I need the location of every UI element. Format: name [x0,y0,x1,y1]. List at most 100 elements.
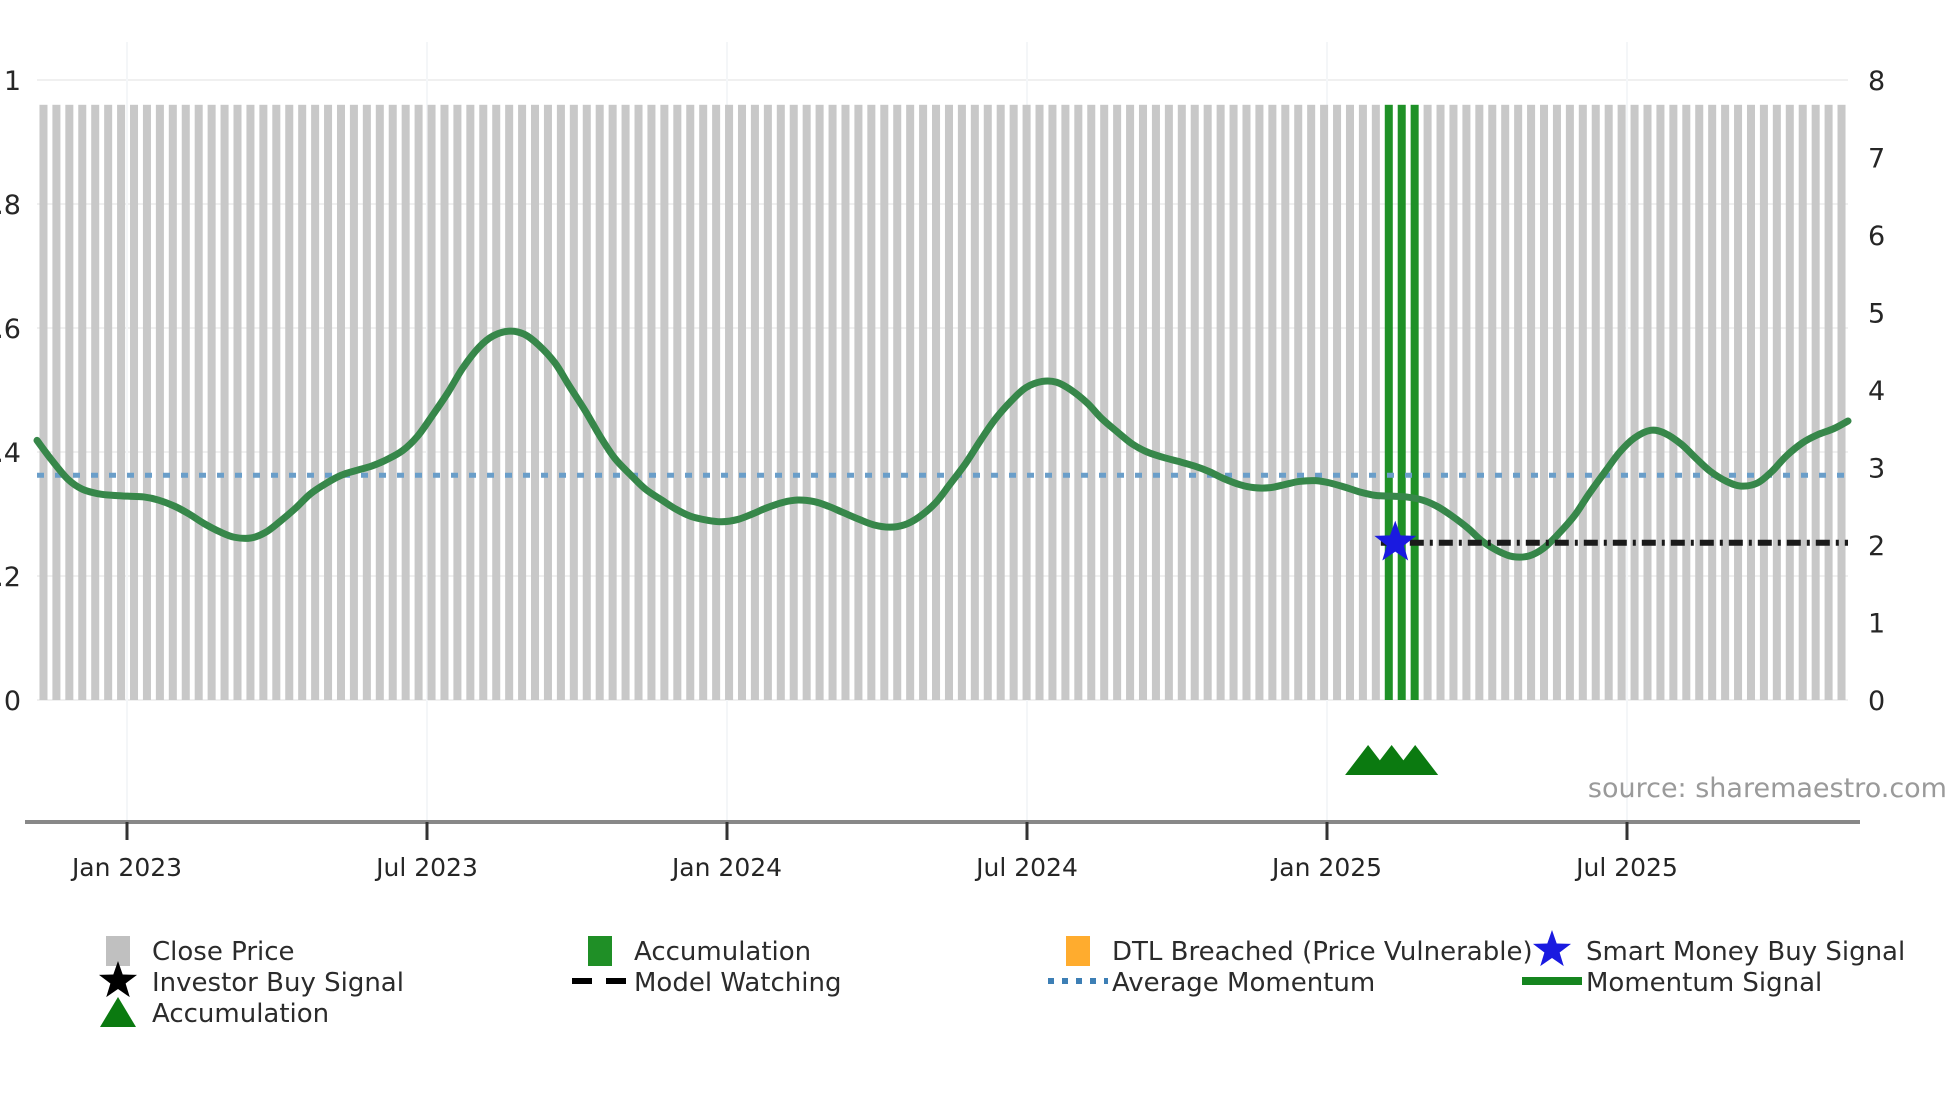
close-price-bar [776,104,785,701]
close-price-bar [1811,104,1820,701]
close-price-bar [1126,104,1135,701]
close-price-bar [906,104,915,701]
close-price-bar [1591,104,1600,701]
x-axis-tick-label: Jan 2025 [1270,853,1382,882]
close-price-bar [181,104,190,701]
close-price-bar [1514,104,1523,701]
close-price-bar [582,104,591,701]
close-price-bar [168,104,177,701]
close-price-bar [1785,104,1794,701]
close-price-bar [52,104,61,701]
close-price-bar [725,104,734,701]
close-price-bar [815,104,824,701]
right-axis-tick-label: 7 [1868,144,1885,175]
close-price-bar [543,104,552,701]
close-price-bar [1759,104,1768,701]
close-price-bar [349,104,358,701]
legend-item-label: Investor Buy Signal [152,968,404,998]
close-price-bar [1164,104,1173,701]
close-price-bar [518,104,527,701]
left-axis-tick-label: 0.2 [0,562,21,593]
close-price-bar [1229,104,1238,701]
smart-money-buy-markers [1374,520,1417,561]
legend-item-label: Smart Money Buy Signal [1586,937,1905,967]
close-price-bar [686,104,695,701]
accumulation-triangle-markers [1345,745,1439,775]
close-price-bar [880,104,889,701]
legend-triangle-icon [100,997,136,1027]
right-axis-tick-label: 5 [1868,299,1885,330]
x-axis-tick-label: Jul 2023 [374,853,478,882]
close-price-bar [492,104,501,701]
close-price-bar [78,104,87,701]
x-axis-ticks: Jan 2023 Jul 2023 Jan 2024 Jul 2024 Jan 2025… [70,822,1678,882]
close-price-bar [737,104,747,701]
close-price-bar [1100,104,1109,701]
close-price-bar [1488,104,1497,701]
left-y-axis-labels: 0 0.2 0.4 0.6 0.8 1 [0,66,21,717]
smart-money-buy-star-icon[interactable] [1374,520,1417,561]
close-price-bar [750,104,759,701]
legend-item[interactable]: Smart Money Buy Signal [1532,930,1905,967]
right-axis-tick-label: 3 [1868,454,1885,485]
legend-item-label: Accumulation [634,937,811,967]
left-axis-tick-label: 0.6 [0,314,21,345]
close-price-bar [1708,104,1717,701]
left-axis-tick-label: 0.4 [0,438,21,469]
accumulation-triangle-icon[interactable] [1392,745,1439,775]
x-axis-tick-label: Jan 2024 [670,853,782,882]
close-price-bar [65,104,74,701]
close-price-bar [1643,104,1652,701]
legend-item[interactable]: Model Watching [572,968,841,998]
close-price-bar [1216,104,1225,701]
close-price-bar [1358,104,1367,701]
close-price-bar [1824,104,1833,701]
momentum-signal-line [33,327,1852,561]
close-price-bar [298,104,307,701]
legend-item[interactable]: Accumulation [588,936,811,967]
close-price-bar [647,104,656,701]
close-price-bar [1436,104,1445,701]
legend-square-icon [588,936,612,966]
close-price-bar [1022,104,1031,701]
close-price-bar [634,104,643,701]
close-price-bar [1656,104,1665,701]
legend-item[interactable]: Investor Buy Signal [98,961,404,998]
close-price-bar [1333,104,1342,701]
close-price-bar [841,104,850,701]
close-price-bar [1462,104,1471,701]
close-price-bar [996,104,1005,701]
close-price-bar [117,104,126,701]
legend-item[interactable]: Accumulation [100,997,329,1029]
close-price-bar [1307,104,1316,701]
legend-item[interactable]: Average Momentum [1048,968,1375,998]
legend-item-label: Momentum Signal [1586,968,1822,998]
legend-item[interactable]: Momentum Signal [1522,968,1822,998]
close-price-bar [673,104,682,701]
close-price-bar [142,104,151,701]
close-price-bar [466,104,475,701]
close-price-bar [531,104,540,701]
close-price-bar [1177,104,1186,701]
legend-item-label: Model Watching [634,968,841,998]
close-price-bar [919,104,928,701]
close-price-bar [104,104,113,701]
close-price-bar [324,104,333,701]
close-price-bar [311,104,320,701]
close-price-bar [207,104,216,701]
legend-item[interactable]: DTL Breached (Price Vulnerable) [1066,936,1533,967]
close-price-bar [1540,104,1549,701]
close-price-bar [194,104,203,701]
x-axis-tick-label: Jan 2023 [70,853,182,882]
close-price-bar [336,104,345,701]
right-axis-tick-label: 8 [1868,66,1885,97]
close-price-bar [39,104,48,701]
legend-item-label: Accumulation [152,999,329,1029]
left-axis-tick-label: 0.8 [0,190,21,221]
close-price-bar [375,104,384,701]
legend-item[interactable]: Close Price [106,936,295,967]
right-axis-tick-label: 0 [1868,686,1885,717]
close-price-bar [1449,104,1458,701]
